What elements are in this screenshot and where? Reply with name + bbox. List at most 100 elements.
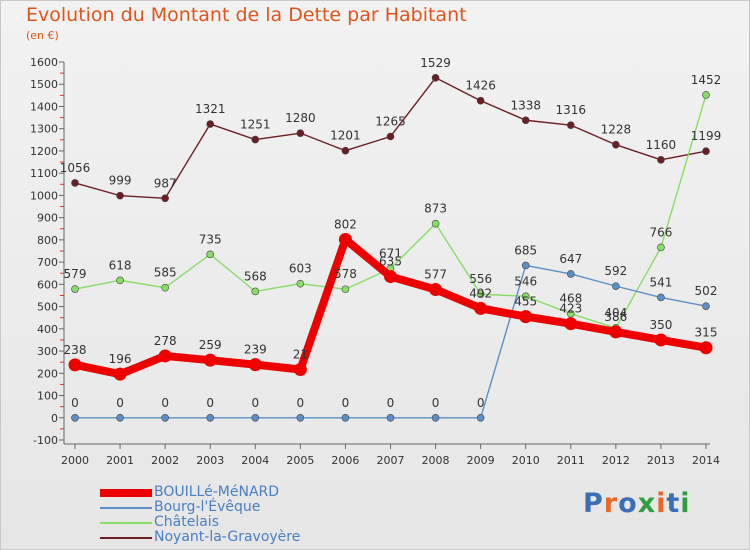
data-point xyxy=(296,279,305,288)
data-point xyxy=(612,140,620,149)
data-label: 0 xyxy=(477,396,485,410)
data-point xyxy=(564,317,578,331)
data-label: 196 xyxy=(109,352,132,366)
data-label: 259 xyxy=(199,338,222,352)
data-label: 603 xyxy=(289,262,312,276)
data-point xyxy=(296,413,305,422)
proxiti-logo: Proxiti xyxy=(583,488,691,519)
data-point xyxy=(71,285,79,293)
data-label: 0 xyxy=(342,396,350,410)
data-label: 987 xyxy=(154,176,177,190)
data-label: 766 xyxy=(649,225,672,239)
legend-swatch xyxy=(100,507,152,509)
logo-letter: o xyxy=(618,488,638,519)
chart-title: Evolution du Montant de la Dette par Hab… xyxy=(26,4,467,26)
legend-swatch xyxy=(100,537,152,539)
data-point xyxy=(116,276,124,285)
data-point xyxy=(699,341,713,355)
x-tick-label: 2012 xyxy=(602,454,630,467)
data-point xyxy=(341,146,350,155)
data-label: 1280 xyxy=(285,111,316,125)
data-label: 577 xyxy=(424,267,447,281)
x-tick-label: 2014 xyxy=(692,454,720,467)
data-point xyxy=(116,413,124,422)
data-point xyxy=(657,243,665,252)
data-label: 0 xyxy=(206,396,214,410)
data-point xyxy=(248,358,262,372)
logo-letter: r xyxy=(603,488,619,519)
data-label: 546 xyxy=(514,274,537,288)
data-label: 579 xyxy=(64,267,87,281)
data-label: 592 xyxy=(604,264,627,278)
y-tick-label: 1100 xyxy=(30,167,58,180)
data-label: 735 xyxy=(199,232,222,246)
y-tick-label: 1600 xyxy=(30,56,58,69)
y-tick-label: 200 xyxy=(37,367,58,380)
data-point xyxy=(158,349,172,363)
data-label: 315 xyxy=(695,326,718,340)
series-2-labels: 579 618 585 735 568 603 578 671 873 556 546 468 404 7… xyxy=(64,73,722,320)
data-label: 685 xyxy=(514,243,537,257)
data-label: 0 xyxy=(297,396,305,410)
data-point xyxy=(251,287,260,296)
legend-label: BOUILLé-MéNARD xyxy=(154,484,280,500)
y-tick-label: 1000 xyxy=(30,189,58,202)
logo-letter: i xyxy=(656,488,667,519)
data-point xyxy=(431,219,440,228)
data-point xyxy=(609,325,623,339)
data-point xyxy=(68,358,82,372)
data-label: 423 xyxy=(559,302,582,316)
data-point xyxy=(206,120,215,128)
data-label: 556 xyxy=(469,272,492,286)
data-point xyxy=(386,132,395,141)
legend-swatch xyxy=(100,489,152,497)
data-label: 502 xyxy=(695,284,718,298)
data-label: 468 xyxy=(559,292,582,306)
data-label: 568 xyxy=(244,269,267,283)
data-point xyxy=(657,293,665,302)
y-tick-label: 1500 xyxy=(30,78,58,91)
data-label: 635 xyxy=(379,255,402,269)
data-label: 585 xyxy=(154,266,177,280)
data-point xyxy=(293,363,307,377)
y-tick-label: 1400 xyxy=(30,100,58,113)
legend-label: Bourg-l'Évêque xyxy=(154,499,261,515)
x-tick-label: 2011 xyxy=(557,454,585,467)
data-label: 1529 xyxy=(420,56,451,70)
x-tick-label: 2005 xyxy=(286,454,314,467)
data-point xyxy=(566,121,575,129)
data-label: 802 xyxy=(334,217,357,231)
data-label: 0 xyxy=(432,396,440,410)
data-point xyxy=(113,367,127,381)
data-point xyxy=(654,333,668,347)
series-1-labels: 0 0 0 0 0 0 0 0 0 0 685 647 592 541 502 xyxy=(71,243,717,409)
x-tick-label: 2006 xyxy=(331,454,359,467)
y-tick-label: 400 xyxy=(37,323,58,336)
data-label: 873 xyxy=(424,202,447,216)
series-0 xyxy=(68,232,713,381)
data-label: 578 xyxy=(334,267,357,281)
data-label: 21 xyxy=(293,348,308,362)
data-point xyxy=(161,194,169,203)
data-label: 455 xyxy=(514,295,537,309)
data-label: 1452 xyxy=(691,73,722,87)
data-point xyxy=(116,191,124,200)
y-tick-label: 800 xyxy=(37,234,58,247)
data-label: 1426 xyxy=(465,79,496,93)
legend-label: Noyant-la-Gravoyère xyxy=(154,529,301,545)
data-point xyxy=(71,179,79,187)
series-layer: 1056 999 987 1321 1251 1280 1201 1265 1529 1426 13… xyxy=(60,56,722,422)
data-label: 1056 xyxy=(60,161,91,175)
data-point xyxy=(476,290,485,298)
axes: -100010020030040050060070080090010001100… xyxy=(30,56,720,467)
x-tick-label: 2007 xyxy=(377,454,405,467)
data-point xyxy=(474,301,488,315)
data-label: 671 xyxy=(379,247,402,261)
data-label: 386 xyxy=(604,310,627,324)
x-tick-label: 2000 xyxy=(61,454,89,467)
data-point xyxy=(566,270,575,278)
data-label: 0 xyxy=(161,396,169,410)
data-label: 1265 xyxy=(375,114,406,128)
data-point xyxy=(431,413,440,422)
data-point xyxy=(657,156,665,164)
